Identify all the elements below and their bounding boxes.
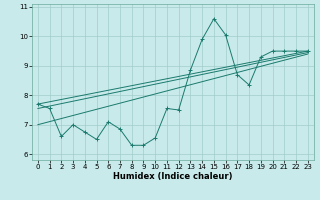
X-axis label: Humidex (Indice chaleur): Humidex (Indice chaleur) [113, 172, 233, 181]
